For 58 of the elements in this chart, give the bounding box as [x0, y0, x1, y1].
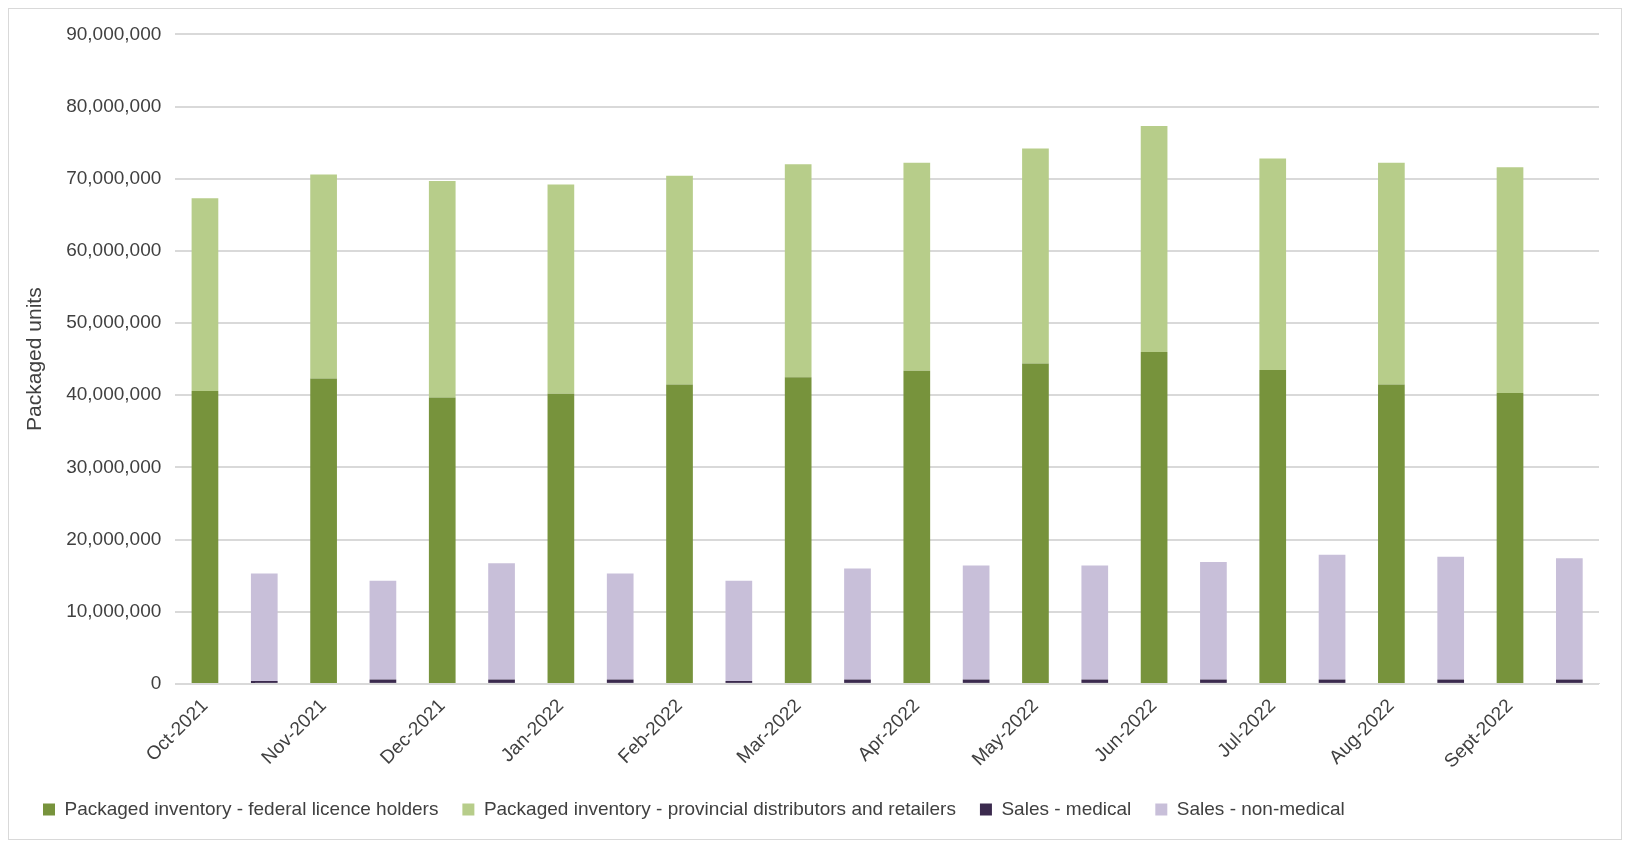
- bar: [903, 162, 931, 371]
- bar: [1259, 158, 1287, 370]
- bar: [1378, 384, 1405, 683]
- bar: [369, 580, 397, 680]
- y-tick-label: 10,000,000: [66, 599, 162, 621]
- bar: [1022, 148, 1049, 364]
- bar: [784, 377, 812, 683]
- legend-label: Sales - medical: [1001, 797, 1132, 819]
- bar: [310, 174, 337, 379]
- bar: [1081, 679, 1109, 683]
- y-tick-label: 0: [150, 672, 162, 694]
- bar: [784, 164, 812, 378]
- bar: [666, 384, 693, 683]
- y-tick-label: 90,000,000: [66, 22, 162, 44]
- y-tick-label: 70,000,000: [66, 166, 162, 188]
- legend-label: Packaged inventory - federal licence holders: [64, 797, 439, 819]
- bar: [1496, 167, 1524, 394]
- bar: [1437, 556, 1465, 680]
- bar: [606, 679, 634, 683]
- bar: [606, 573, 634, 680]
- bar: [547, 184, 575, 394]
- bar: [191, 198, 219, 391]
- bar: [1140, 351, 1168, 683]
- bar: [310, 378, 337, 683]
- bar: [191, 390, 219, 683]
- bar: [1496, 393, 1524, 683]
- y-tick-label: 60,000,000: [66, 239, 162, 261]
- y-tick-label: 80,000,000: [66, 94, 162, 116]
- bar: [666, 175, 693, 385]
- y-axis-title: Packaged units: [22, 287, 46, 431]
- bar: [1140, 126, 1168, 352]
- bar: [1318, 554, 1346, 680]
- bar: [844, 568, 871, 680]
- bar: [903, 370, 931, 683]
- y-tick-label: 50,000,000: [66, 311, 162, 333]
- y-tick-label: 40,000,000: [66, 383, 162, 405]
- legend-label: Sales - non-medical: [1176, 797, 1345, 819]
- bar: [1555, 558, 1583, 680]
- bar: [1022, 363, 1049, 683]
- y-tick-label: 20,000,000: [66, 527, 162, 549]
- bar: [428, 180, 456, 398]
- bar: [488, 563, 515, 680]
- bar: [547, 393, 575, 683]
- bar: [725, 580, 753, 681]
- bar: [428, 397, 456, 683]
- bar: [1200, 561, 1227, 680]
- bar: [962, 565, 990, 680]
- bar: [1378, 162, 1405, 385]
- bar: [1200, 679, 1227, 683]
- bar: [844, 679, 871, 683]
- bar: [1259, 369, 1287, 683]
- y-tick-label: 30,000,000: [66, 455, 162, 477]
- bar: [1081, 565, 1109, 680]
- bar: [250, 573, 278, 681]
- bar: [488, 679, 515, 683]
- legend-label: Packaged inventory - provincial distributors and retailers: [483, 797, 956, 819]
- bar: [1555, 679, 1583, 683]
- bar: [1437, 679, 1465, 683]
